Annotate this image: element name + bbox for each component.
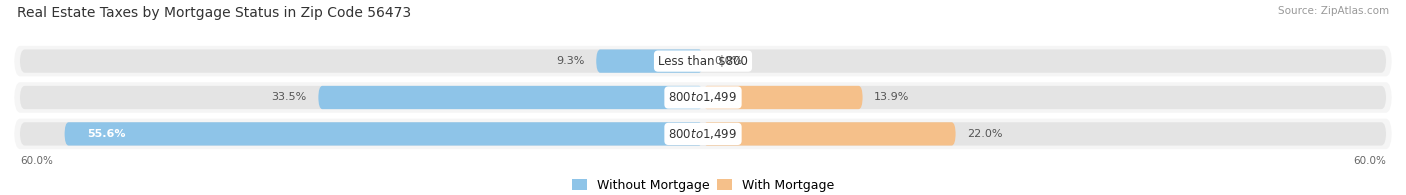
FancyBboxPatch shape <box>20 122 1386 145</box>
FancyBboxPatch shape <box>318 86 703 109</box>
FancyBboxPatch shape <box>65 122 703 145</box>
FancyBboxPatch shape <box>20 50 1386 73</box>
Text: 60.0%: 60.0% <box>20 156 52 167</box>
FancyBboxPatch shape <box>20 86 1386 109</box>
FancyBboxPatch shape <box>596 50 703 73</box>
Text: $800 to $1,499: $800 to $1,499 <box>668 90 738 105</box>
Text: Source: ZipAtlas.com: Source: ZipAtlas.com <box>1278 6 1389 16</box>
Text: 33.5%: 33.5% <box>271 92 307 103</box>
FancyBboxPatch shape <box>14 46 1392 76</box>
Text: 22.0%: 22.0% <box>967 129 1002 139</box>
Legend: Without Mortgage, With Mortgage: Without Mortgage, With Mortgage <box>572 179 834 192</box>
Text: Real Estate Taxes by Mortgage Status in Zip Code 56473: Real Estate Taxes by Mortgage Status in … <box>17 6 411 20</box>
Text: $800 to $1,499: $800 to $1,499 <box>668 127 738 141</box>
FancyBboxPatch shape <box>703 86 863 109</box>
FancyBboxPatch shape <box>14 82 1392 113</box>
Text: 55.6%: 55.6% <box>87 129 127 139</box>
FancyBboxPatch shape <box>14 119 1392 149</box>
Text: 13.9%: 13.9% <box>875 92 910 103</box>
FancyBboxPatch shape <box>703 122 956 145</box>
Text: 60.0%: 60.0% <box>1354 156 1386 167</box>
Text: 9.3%: 9.3% <box>557 56 585 66</box>
Text: Less than $800: Less than $800 <box>658 55 748 68</box>
Text: 0.0%: 0.0% <box>714 56 742 66</box>
